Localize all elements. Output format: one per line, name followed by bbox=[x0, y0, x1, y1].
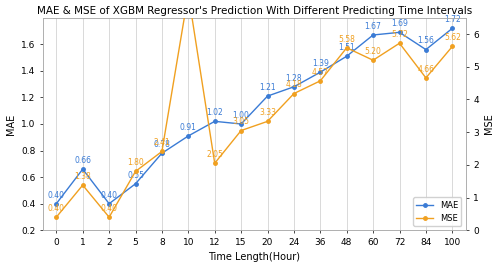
MAE bbox=[186, 134, 192, 137]
Text: 4.57: 4.57 bbox=[312, 68, 329, 77]
Text: 7.23: 7.23 bbox=[0, 267, 1, 268]
Text: 1.00: 1.00 bbox=[232, 111, 250, 120]
Line: MSE: MSE bbox=[54, 0, 454, 219]
Text: 0.55: 0.55 bbox=[127, 171, 144, 180]
Text: 1.02: 1.02 bbox=[206, 108, 223, 117]
MSE bbox=[132, 170, 138, 173]
MAE bbox=[450, 27, 456, 30]
Text: 1.69: 1.69 bbox=[391, 19, 408, 28]
MAE bbox=[238, 122, 244, 126]
MSE bbox=[423, 76, 429, 80]
Text: 1.80: 1.80 bbox=[127, 158, 144, 167]
MAE bbox=[396, 31, 402, 34]
Text: 1.38: 1.38 bbox=[74, 172, 91, 181]
Text: 1.67: 1.67 bbox=[364, 22, 382, 31]
Text: 5.62: 5.62 bbox=[444, 33, 460, 42]
MSE bbox=[212, 162, 218, 165]
Text: 5.72: 5.72 bbox=[391, 30, 408, 39]
MSE bbox=[370, 59, 376, 62]
MAE bbox=[132, 182, 138, 185]
Text: 0.40: 0.40 bbox=[48, 191, 65, 199]
MAE bbox=[264, 95, 270, 98]
MSE bbox=[106, 215, 112, 219]
MSE bbox=[159, 150, 165, 153]
MSE bbox=[318, 79, 324, 83]
MSE bbox=[54, 215, 60, 219]
Text: 0.40: 0.40 bbox=[48, 204, 65, 213]
Legend: MAE, MSE: MAE, MSE bbox=[413, 197, 462, 226]
MSE bbox=[80, 184, 86, 187]
Text: 4.18: 4.18 bbox=[286, 80, 302, 90]
Y-axis label: MSE: MSE bbox=[484, 114, 494, 134]
Text: 2.05: 2.05 bbox=[206, 150, 223, 159]
MAE bbox=[54, 202, 60, 205]
Text: 1.51: 1.51 bbox=[338, 43, 355, 52]
Text: 0.91: 0.91 bbox=[180, 123, 197, 132]
MAE bbox=[423, 48, 429, 51]
MSE bbox=[264, 120, 270, 123]
Y-axis label: MAE: MAE bbox=[6, 113, 16, 135]
Text: 1.39: 1.39 bbox=[312, 59, 328, 68]
Text: 0.40: 0.40 bbox=[100, 204, 117, 213]
Title: MAE & MSE of XGBM Regressor's Prediction With Different Predicting Time Interval: MAE & MSE of XGBM Regressor's Prediction… bbox=[36, 6, 472, 16]
Text: 0.78: 0.78 bbox=[154, 140, 170, 149]
Text: 1.72: 1.72 bbox=[444, 15, 460, 24]
MAE bbox=[106, 202, 112, 205]
MAE bbox=[370, 34, 376, 37]
MSE bbox=[450, 45, 456, 48]
Text: 5.58: 5.58 bbox=[338, 35, 355, 44]
Line: MAE: MAE bbox=[54, 27, 454, 205]
MAE bbox=[291, 85, 297, 88]
Text: 0.40: 0.40 bbox=[100, 191, 117, 199]
MAE bbox=[344, 55, 349, 58]
Text: 1.28: 1.28 bbox=[286, 74, 302, 83]
MSE bbox=[291, 92, 297, 95]
MAE bbox=[318, 70, 324, 74]
X-axis label: Time Length(Hour): Time Length(Hour) bbox=[208, 252, 300, 262]
Text: 1.21: 1.21 bbox=[259, 83, 276, 92]
Text: 0.66: 0.66 bbox=[74, 156, 91, 165]
MSE bbox=[396, 42, 402, 45]
MAE bbox=[159, 152, 165, 155]
Text: 2.41: 2.41 bbox=[154, 138, 170, 147]
MSE bbox=[238, 129, 244, 132]
Text: 3.05: 3.05 bbox=[232, 117, 250, 126]
MAE bbox=[80, 168, 86, 171]
Text: 3.33: 3.33 bbox=[259, 108, 276, 117]
Text: 5.20: 5.20 bbox=[364, 47, 382, 56]
MSE bbox=[344, 46, 349, 49]
Text: 4.66: 4.66 bbox=[418, 65, 434, 74]
Text: 1.56: 1.56 bbox=[418, 36, 434, 46]
MAE bbox=[212, 120, 218, 123]
